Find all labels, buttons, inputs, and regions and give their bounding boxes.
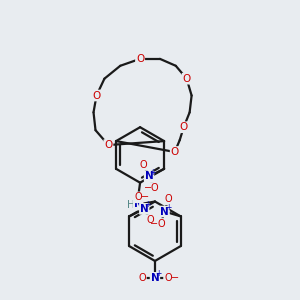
Text: N: N [140, 204, 149, 214]
Text: O: O [171, 147, 179, 157]
Text: N: N [145, 171, 153, 182]
Text: −: − [171, 273, 179, 283]
Text: O: O [104, 140, 112, 150]
Text: H: H [127, 200, 135, 211]
Text: +: + [165, 203, 171, 212]
Text: +: + [145, 200, 151, 209]
Text: O: O [136, 54, 144, 64]
Text: O: O [180, 122, 188, 132]
Text: N: N [134, 200, 142, 209]
Text: O: O [151, 183, 159, 193]
Text: O: O [92, 91, 101, 100]
Text: N: N [151, 273, 159, 283]
Text: +: + [155, 269, 162, 278]
Text: O: O [164, 194, 172, 204]
Text: −: − [141, 192, 149, 202]
Text: O: O [138, 273, 146, 283]
Text: O: O [182, 74, 191, 84]
Text: +: + [149, 168, 156, 177]
Text: −: − [150, 219, 158, 229]
Text: O: O [157, 219, 165, 229]
Text: −: − [144, 183, 152, 193]
Text: O: O [146, 215, 154, 225]
Text: N: N [160, 206, 169, 217]
Text: O: O [164, 273, 172, 283]
Text: O: O [135, 192, 142, 202]
Text: O: O [140, 160, 147, 170]
